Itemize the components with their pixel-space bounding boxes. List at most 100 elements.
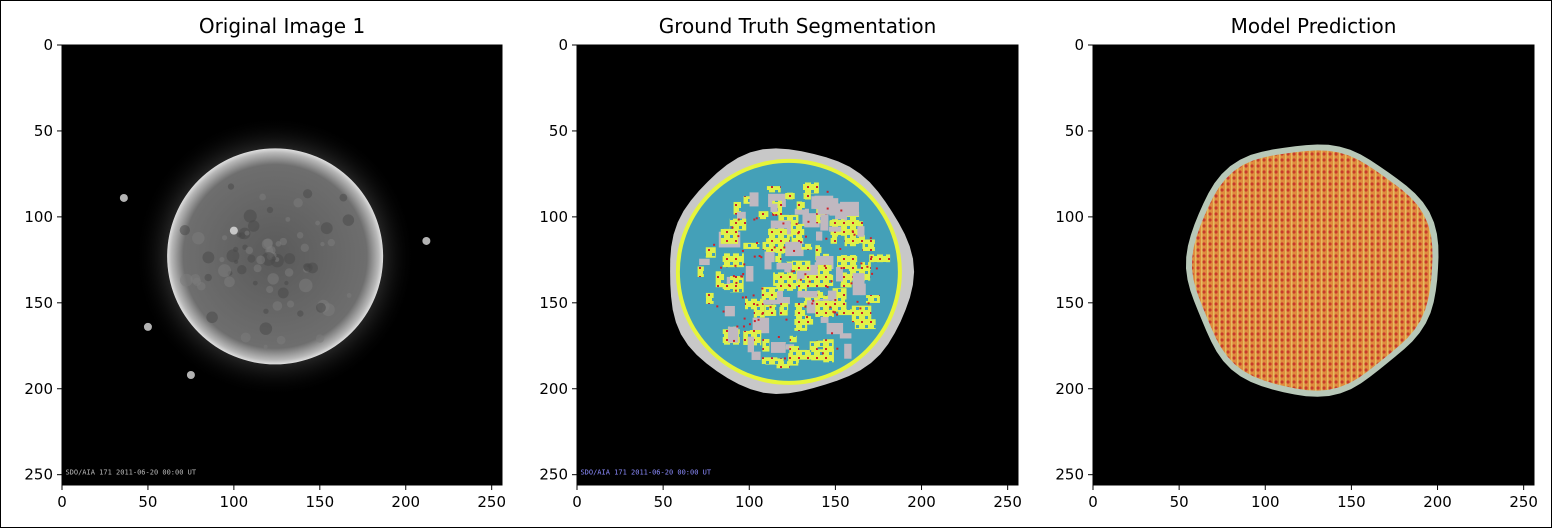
edge-pixel	[741, 249, 744, 252]
disk-texture	[244, 230, 250, 236]
segment-patch	[789, 346, 799, 363]
edge-pixel	[757, 318, 760, 321]
edge-pixel	[826, 207, 829, 210]
segment-patch	[791, 229, 804, 244]
disk-texture	[192, 231, 205, 245]
edge-pixel	[791, 270, 794, 273]
edge-pixel	[821, 352, 824, 355]
segment-patch	[751, 351, 761, 360]
segment-patch	[815, 300, 834, 317]
disk-texture	[297, 310, 304, 317]
edge-pixel	[853, 233, 856, 236]
x-tick-label: 100	[735, 493, 764, 511]
edge-pixel	[839, 247, 842, 250]
segment-patch	[761, 287, 777, 300]
edge-pixel	[753, 218, 756, 221]
segment-patch	[766, 186, 781, 193]
segment-patch	[749, 192, 759, 207]
disk-texture	[237, 264, 247, 275]
segment-patch	[745, 266, 754, 282]
edge-pixel	[871, 272, 874, 275]
edge-pixel	[753, 320, 756, 323]
segment-patch	[764, 304, 777, 316]
edge-pixel	[742, 273, 745, 276]
segment-patch	[835, 267, 843, 282]
y-tick-label: 250	[1055, 466, 1084, 484]
edge-pixel	[811, 302, 814, 305]
segment-patch	[840, 272, 852, 288]
edge-pixel	[823, 264, 826, 267]
edge-pixel	[797, 232, 800, 235]
disk-texture	[263, 308, 269, 314]
image-content	[119, 116, 431, 397]
edge-pixel	[741, 296, 744, 299]
edge-pixel	[748, 323, 751, 326]
edge-pixel	[761, 287, 764, 290]
y-tick-label: 100	[24, 208, 53, 226]
edge-pixel	[735, 281, 738, 284]
x-tick-label: 250	[477, 493, 506, 511]
edge-pixel	[761, 312, 764, 315]
segment-patch	[830, 228, 837, 244]
edge-pixel	[732, 275, 735, 278]
segment-patch	[838, 309, 857, 316]
edge-pixel	[783, 357, 786, 360]
edge-pixel	[851, 230, 854, 233]
edge-pixel	[826, 286, 829, 289]
disk-texture	[259, 322, 273, 335]
x-tick-label: 150	[821, 493, 850, 511]
disk-texture	[221, 235, 228, 241]
segment-patch	[857, 226, 865, 237]
segment-patch	[840, 302, 847, 315]
disk-texture	[202, 251, 215, 264]
disk-texture	[315, 302, 326, 313]
edge-pixel	[720, 266, 723, 269]
edge-pixel	[804, 235, 807, 238]
segment-patch	[803, 184, 811, 200]
disk-texture	[272, 301, 283, 311]
segment-patch	[720, 228, 739, 244]
segment-patch	[781, 224, 804, 236]
y-tick-label: 50	[34, 122, 53, 140]
x-tick-label: 0	[57, 493, 67, 511]
segment-patch	[699, 258, 710, 266]
edge-pixel	[769, 306, 772, 309]
edge-pixel	[870, 255, 873, 258]
segment-patch	[797, 291, 818, 298]
segment-patch	[817, 198, 839, 215]
edge-pixel	[773, 246, 776, 249]
segment-patch	[844, 343, 852, 359]
segment-patch	[789, 335, 797, 343]
edge-pixel	[756, 241, 759, 244]
edge-pixel	[741, 275, 744, 278]
edge-pixel	[782, 222, 785, 225]
edge-pixel	[867, 302, 870, 305]
edge-pixel	[793, 249, 796, 252]
disk-texture	[285, 216, 291, 222]
segment-patch	[770, 203, 778, 212]
y-tick-label: 200	[24, 380, 53, 398]
y-tick-label: 200	[539, 380, 568, 398]
edge-pixel	[792, 270, 795, 273]
segment-patch	[794, 208, 809, 215]
disk-texture	[315, 334, 325, 343]
edge-pixel	[833, 311, 836, 314]
edge-pixel	[734, 289, 737, 292]
y-tick-label: 0	[1074, 36, 1084, 54]
y-tick-label: 50	[549, 122, 568, 140]
x-tick-label: 200	[391, 493, 420, 511]
edge-pixel	[743, 263, 746, 266]
edge-pixel	[783, 246, 786, 249]
segment-patch	[772, 297, 790, 305]
edge-pixel	[752, 294, 755, 297]
panel-1: Original Image 1 SDO/AIA 171 2011-06-20 0…	[24, 14, 506, 511]
disk-texture	[247, 254, 256, 263]
segment-patch	[785, 241, 804, 257]
disk-texture	[219, 257, 225, 263]
edge-pixel	[836, 347, 839, 350]
x-tick-label: 50	[1170, 493, 1189, 511]
disk-texture	[346, 293, 352, 298]
edge-pixel	[777, 336, 780, 339]
edge-pixel	[799, 278, 802, 281]
